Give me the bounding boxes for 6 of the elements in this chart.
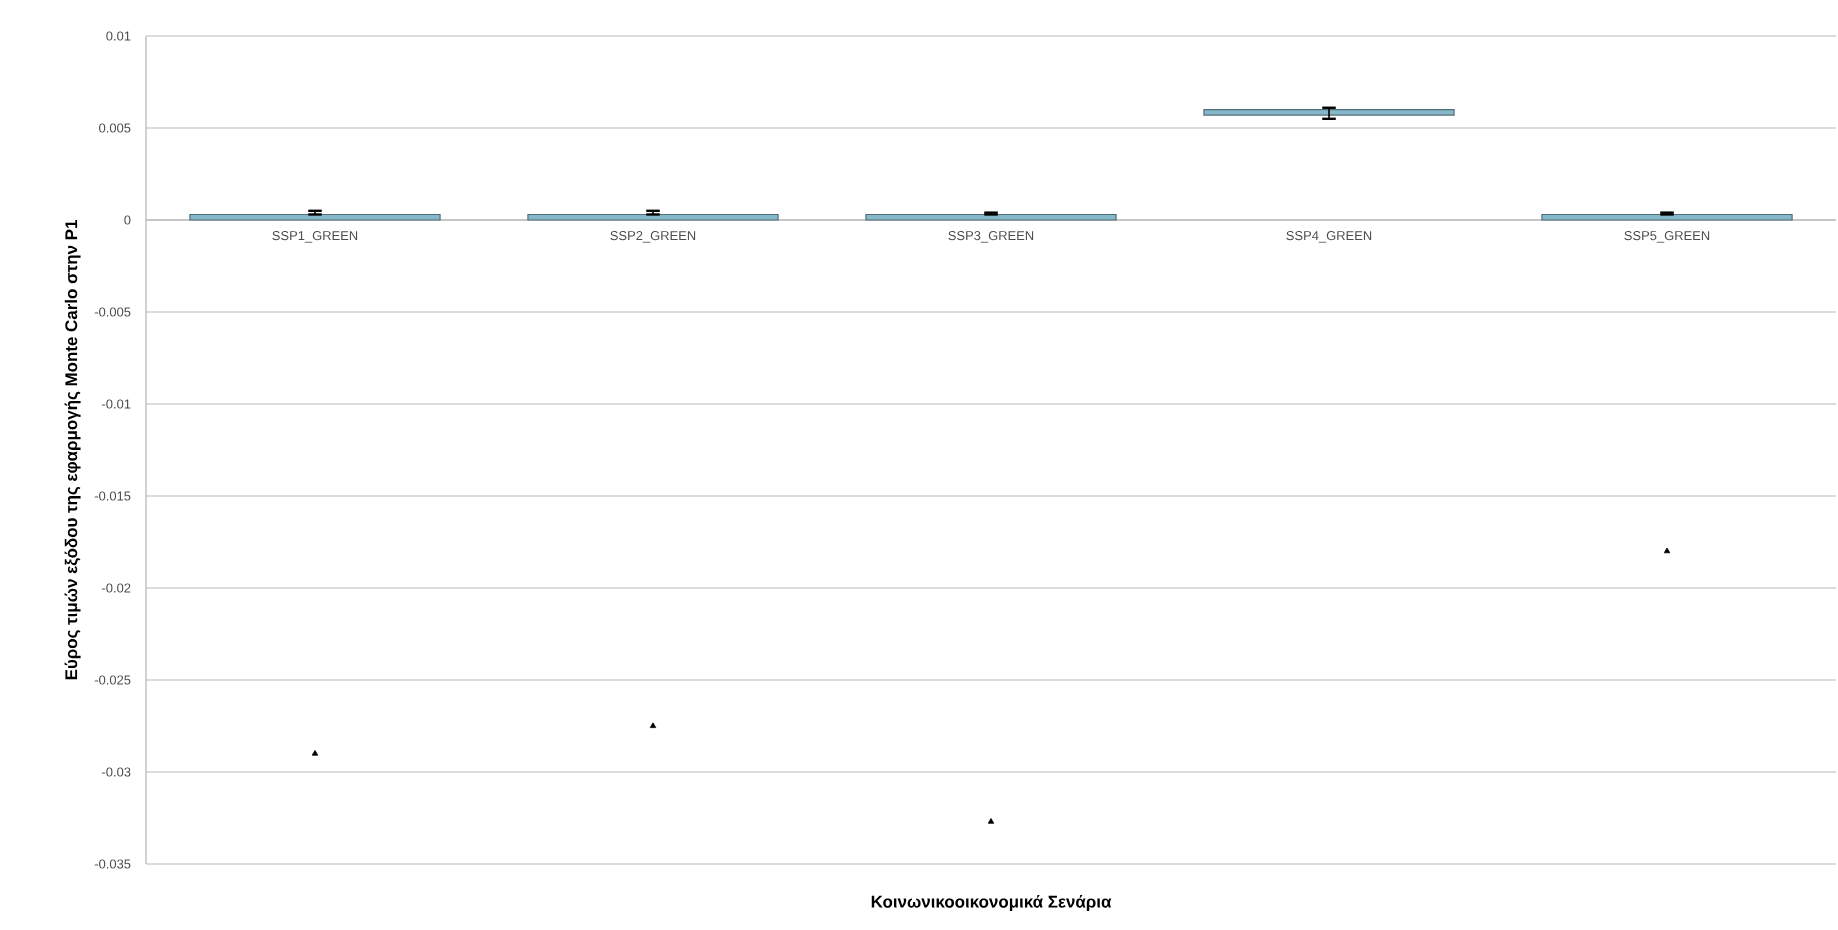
x-axis-title: Κοινωνικοοικονομικά Σενάρια	[871, 895, 1112, 912]
point	[311, 750, 319, 756]
point	[1663, 547, 1671, 554]
point	[649, 722, 657, 728]
y-axis-title: Εύρος τιμών εξόδου της εφαρμογής Monte Carlo στην P1	[64, 220, 81, 680]
point	[987, 818, 995, 824]
